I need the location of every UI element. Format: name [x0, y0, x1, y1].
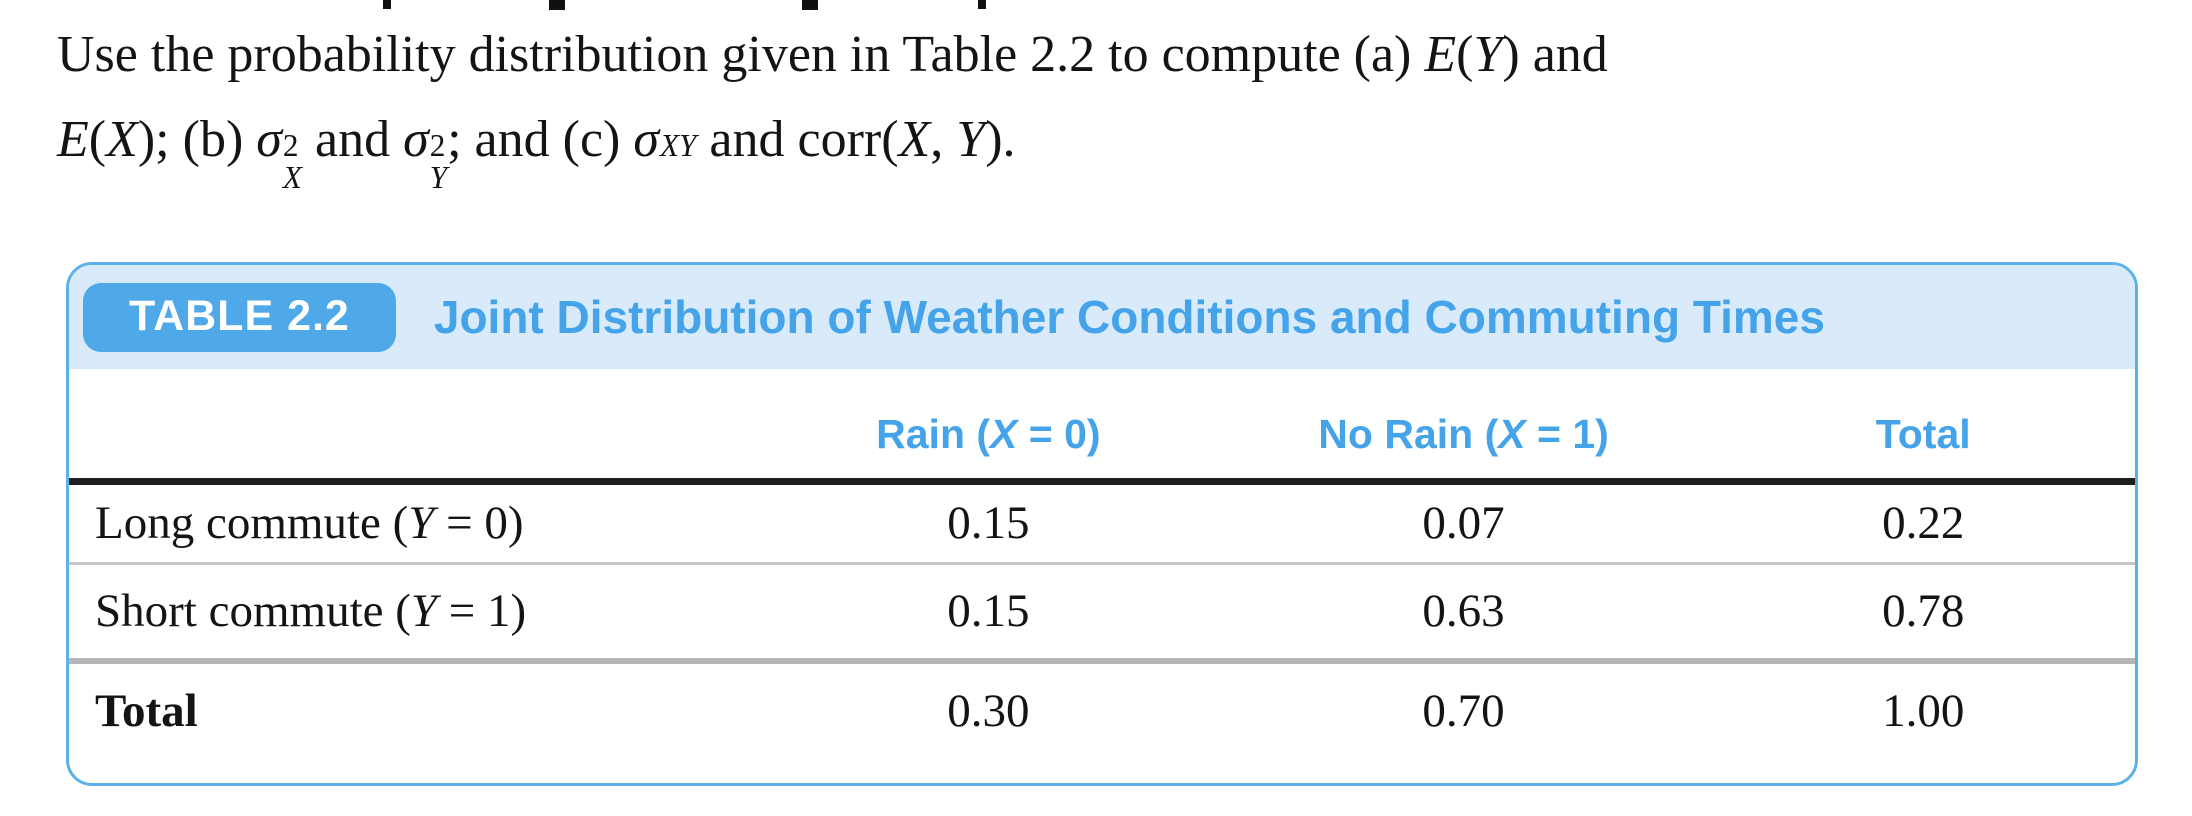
math-variable: X — [898, 111, 931, 168]
problem-text: ). — [985, 111, 1016, 168]
probability-value: 1.00 — [1882, 685, 1965, 737]
column-header: No Rain (X = 1) — [1215, 369, 1712, 485]
math-variable: E — [1424, 26, 1457, 83]
problem-text: and corr( — [696, 111, 899, 168]
clipped-glyph-fragment — [383, 0, 391, 9]
probability-value: 0.15 — [761, 481, 1216, 565]
math-variable: Y — [1473, 26, 1503, 83]
column-header: Rain (X = 0) — [761, 369, 1216, 485]
probability-value: 0.30 — [947, 685, 1030, 737]
math-variable: X — [106, 111, 138, 168]
probability-value: 0.63 — [1215, 563, 1712, 664]
problem-text: , — [930, 111, 957, 168]
row-label: Total — [95, 685, 198, 737]
clipped-glyph-fragment — [802, 0, 818, 10]
problem-text: Use the probability distribution given i… — [57, 26, 1425, 83]
problem-text: ); (b) — [137, 111, 257, 168]
table-row: Long commute (Y = 0) 0.15 0.07 0.22 — [69, 481, 2135, 565]
problem-line-1: Use the probability distribution given i… — [57, 12, 2157, 97]
problem-text: ( — [1456, 26, 1474, 83]
clipped-glyph-fragment — [549, 0, 565, 10]
table-number-badge: TABLE 2.2 — [83, 282, 396, 352]
row-label: Long commute (Y = 0) — [69, 481, 762, 565]
problem-text: ; and (c) — [447, 111, 634, 168]
column-header: Total — [1711, 369, 2135, 485]
table-row: Total 0.30 0.70 1.00 — [69, 661, 2135, 783]
probability-value: 0.15 — [761, 563, 1216, 664]
table-2-2-card: TABLE 2.2 Joint Distribution of Weather … — [66, 262, 2138, 786]
corner-cell — [69, 369, 762, 485]
table-row: Short commute (Y = 1) 0.15 0.63 0.78 — [69, 563, 2135, 664]
table-header-row: Rain (X = 0) No Rain (X = 1) Total — [69, 369, 2135, 485]
problem-text: and — [301, 111, 404, 168]
probability-value: 0.22 — [1711, 481, 2135, 565]
math-variable: Y — [956, 111, 986, 168]
clipped-text-remnant — [0, 0, 2192, 12]
probability-value: 0.07 — [1215, 481, 1712, 565]
probability-value: 0.70 — [1422, 685, 1505, 737]
clipped-glyph-fragment — [978, 0, 986, 9]
math-variable: E — [57, 111, 89, 168]
table-title: Joint Distribution of Weather Conditions… — [433, 291, 1825, 343]
problem-text: ( — [88, 111, 107, 168]
table-header-band: TABLE 2.2 Joint Distribution of Weather … — [69, 265, 2135, 369]
problem-text: ) and — [1502, 26, 1608, 83]
problem-statement: Use the probability distribution given i… — [57, 12, 2157, 194]
row-label: Short commute (Y = 1) — [69, 563, 762, 664]
probability-value: 0.78 — [1711, 563, 2135, 664]
joint-distribution-table: Rain (X = 0) No Rain (X = 1) Total Long co… — [69, 369, 2135, 783]
math-sigma-term: σ XY — [633, 111, 697, 168]
